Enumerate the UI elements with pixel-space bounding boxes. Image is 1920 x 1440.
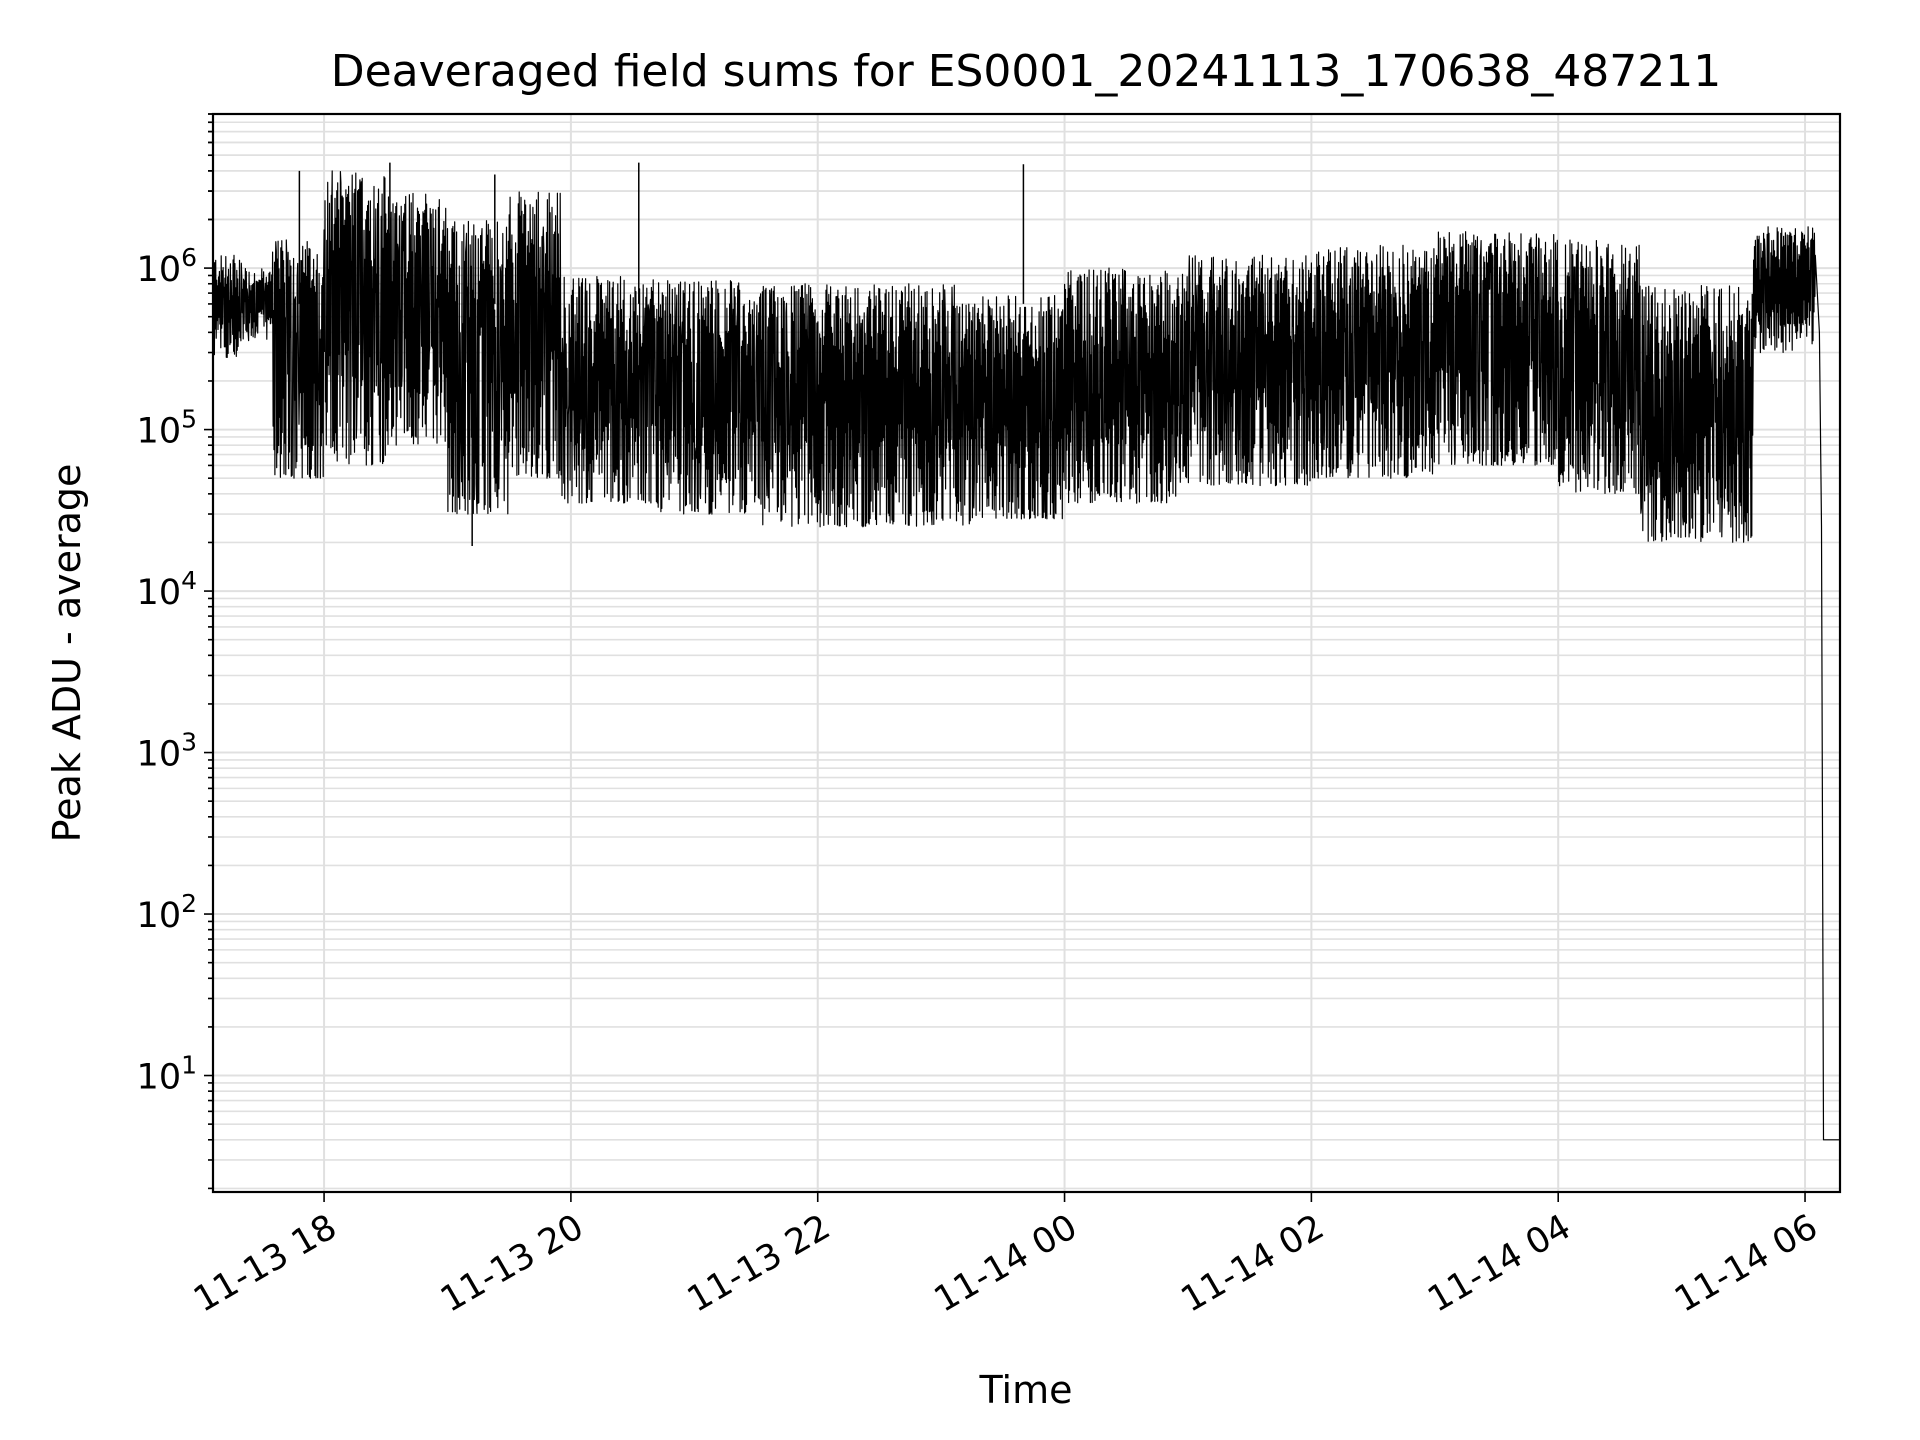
y-tick-label: 106	[137, 243, 197, 290]
series-line	[212, 170, 1840, 1141]
y-tick-label-exponent: 3	[181, 728, 197, 757]
y-tick-label-base: 10	[137, 735, 182, 775]
y-tick-label: 104	[137, 566, 197, 613]
y-tick-label-base: 10	[137, 250, 182, 290]
grid	[213, 113, 1840, 1192]
y-tick-label-base: 10	[137, 412, 182, 452]
y-tick-label-exponent: 5	[181, 405, 197, 434]
y-tick-label: 105	[137, 405, 197, 452]
chart-title: Deaveraged field sums for ES0001_2024111…	[331, 46, 1722, 97]
y-tick-label: 101	[137, 1051, 197, 1098]
y-tick-label-base: 10	[137, 573, 182, 613]
y-axis-label: Peak ADU - average	[45, 464, 89, 843]
y-tick-label-base: 10	[137, 896, 182, 936]
y-tick-label: 103	[137, 728, 197, 775]
y-tick-label-exponent: 4	[181, 566, 197, 595]
x-axis-label: Time	[979, 1368, 1073, 1412]
y-tick-label-exponent: 6	[181, 243, 197, 272]
plot-frame	[211, 112, 1842, 1194]
data-line	[212, 162, 1840, 1141]
y-tick-label: 102	[137, 889, 197, 936]
y-tick-label-exponent: 1	[181, 1051, 197, 1080]
y-tick-label-exponent: 2	[181, 889, 197, 918]
y-tick-label-base: 10	[137, 1058, 182, 1098]
